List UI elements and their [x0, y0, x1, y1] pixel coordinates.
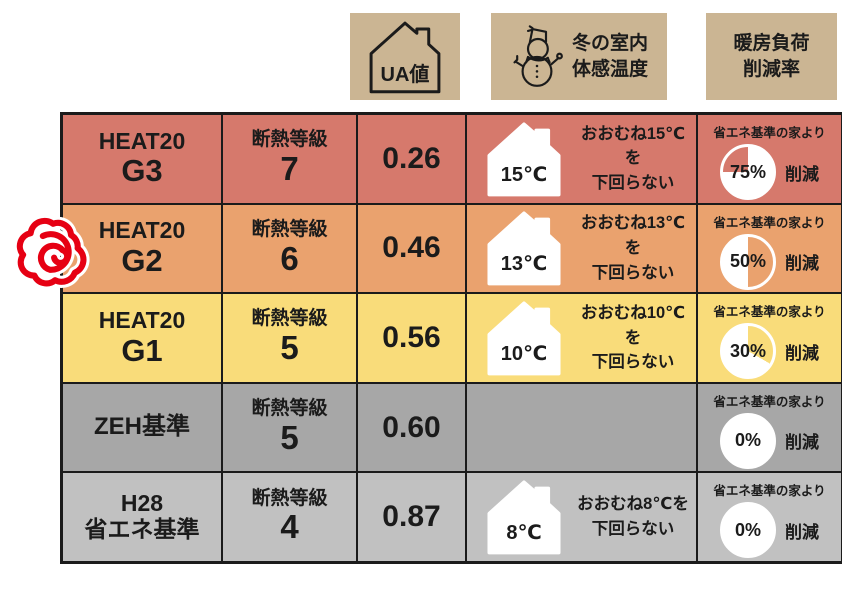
- row-h28-temperature: 8℃ おおむね8℃を 下回らない: [466, 472, 697, 562]
- red-flower-stamp-icon: [9, 205, 103, 299]
- white-house-icon: 13℃: [480, 208, 568, 288]
- row-g1-name: HEAT20 G1: [62, 293, 222, 383]
- row-g3-name: HEAT20 G3: [62, 114, 222, 204]
- row-g1-temperature: 10℃ おおむね10℃を 下回らない: [466, 293, 697, 383]
- header-winter-temp-box: 冬の室内 体感温度: [491, 13, 667, 100]
- row-g2-name: HEAT20 G2: [62, 203, 222, 294]
- house-outline-icon: UA値: [359, 18, 451, 96]
- temp-note: おおむね15℃を 下回らない: [580, 124, 686, 193]
- white-house-icon: 15℃: [480, 119, 568, 199]
- row-g2-temperature: 13℃ おおむね13℃を 下回らない: [466, 203, 697, 294]
- row-zeh-ua-value: 0.60: [357, 382, 466, 473]
- insulation-standards-table: HEAT20 G3 断熱等級 7 0.26 15℃ おおむね15℃を 下回らない…: [60, 112, 842, 564]
- temp-note: おおむね10℃を 下回らない: [580, 303, 686, 372]
- snowman-icon: [513, 24, 563, 87]
- reduction-pie-chart: 30%: [720, 323, 776, 380]
- row-g2-reduction: 省エネ基準の家より 50% 削減: [697, 203, 842, 294]
- reduction-pie-chart: 0%: [720, 412, 776, 469]
- row-g3-ua-value: 0.26: [357, 114, 466, 204]
- row-zeh-temperature-empty: [466, 382, 697, 473]
- row-g1-ua-value: 0.56: [357, 293, 466, 383]
- row-g3-temperature: 15℃ おおむね15℃を 下回らない: [466, 114, 697, 204]
- white-house-icon: 10℃: [480, 298, 568, 378]
- header-ua-value-box: UA値: [350, 13, 460, 100]
- row-zeh-grade: 断熱等級 5: [222, 382, 357, 473]
- row-g1-reduction: 省エネ基準の家より 30% 削減: [697, 293, 842, 383]
- row-g2-grade: 断熱等級 6: [222, 203, 357, 294]
- heating-load-header-label: 暖房負荷 削減率: [733, 32, 810, 80]
- reduction-pie-chart: 0%: [720, 502, 776, 559]
- row-g2-ua-value: 0.46: [357, 203, 466, 294]
- header-heating-load-box: 暖房負荷 削減率: [706, 13, 837, 100]
- row-g3-reduction: 省エネ基準の家より 75% 削減: [697, 114, 842, 204]
- row-g3-grade: 断熱等級 7: [222, 114, 357, 204]
- white-house-icon: 8℃: [480, 477, 568, 557]
- reduction-pie-chart: 50%: [720, 233, 776, 290]
- row-h28-reduction: 省エネ基準の家より 0% 削減: [697, 472, 842, 562]
- reduction-pie-chart: 75%: [720, 144, 776, 200]
- row-h28-grade: 断熱等級 4: [222, 472, 357, 562]
- ua-value-label: UA値: [380, 63, 430, 86]
- temp-note: おおむね13℃を 下回らない: [580, 214, 686, 282]
- row-g1-grade: 断熱等級 5: [222, 293, 357, 383]
- winter-temp-header-label: 冬の室内 体感温度: [571, 32, 648, 80]
- row-h28-ua-value: 0.87: [357, 472, 466, 562]
- row-zeh-name: ZEH基準: [62, 382, 222, 473]
- row-zeh-reduction: 省エネ基準の家より 0% 削減: [697, 382, 842, 473]
- temp-note: おおむね8℃を 下回らない: [577, 495, 689, 539]
- row-h28-name: H28 省エネ基準: [62, 472, 222, 562]
